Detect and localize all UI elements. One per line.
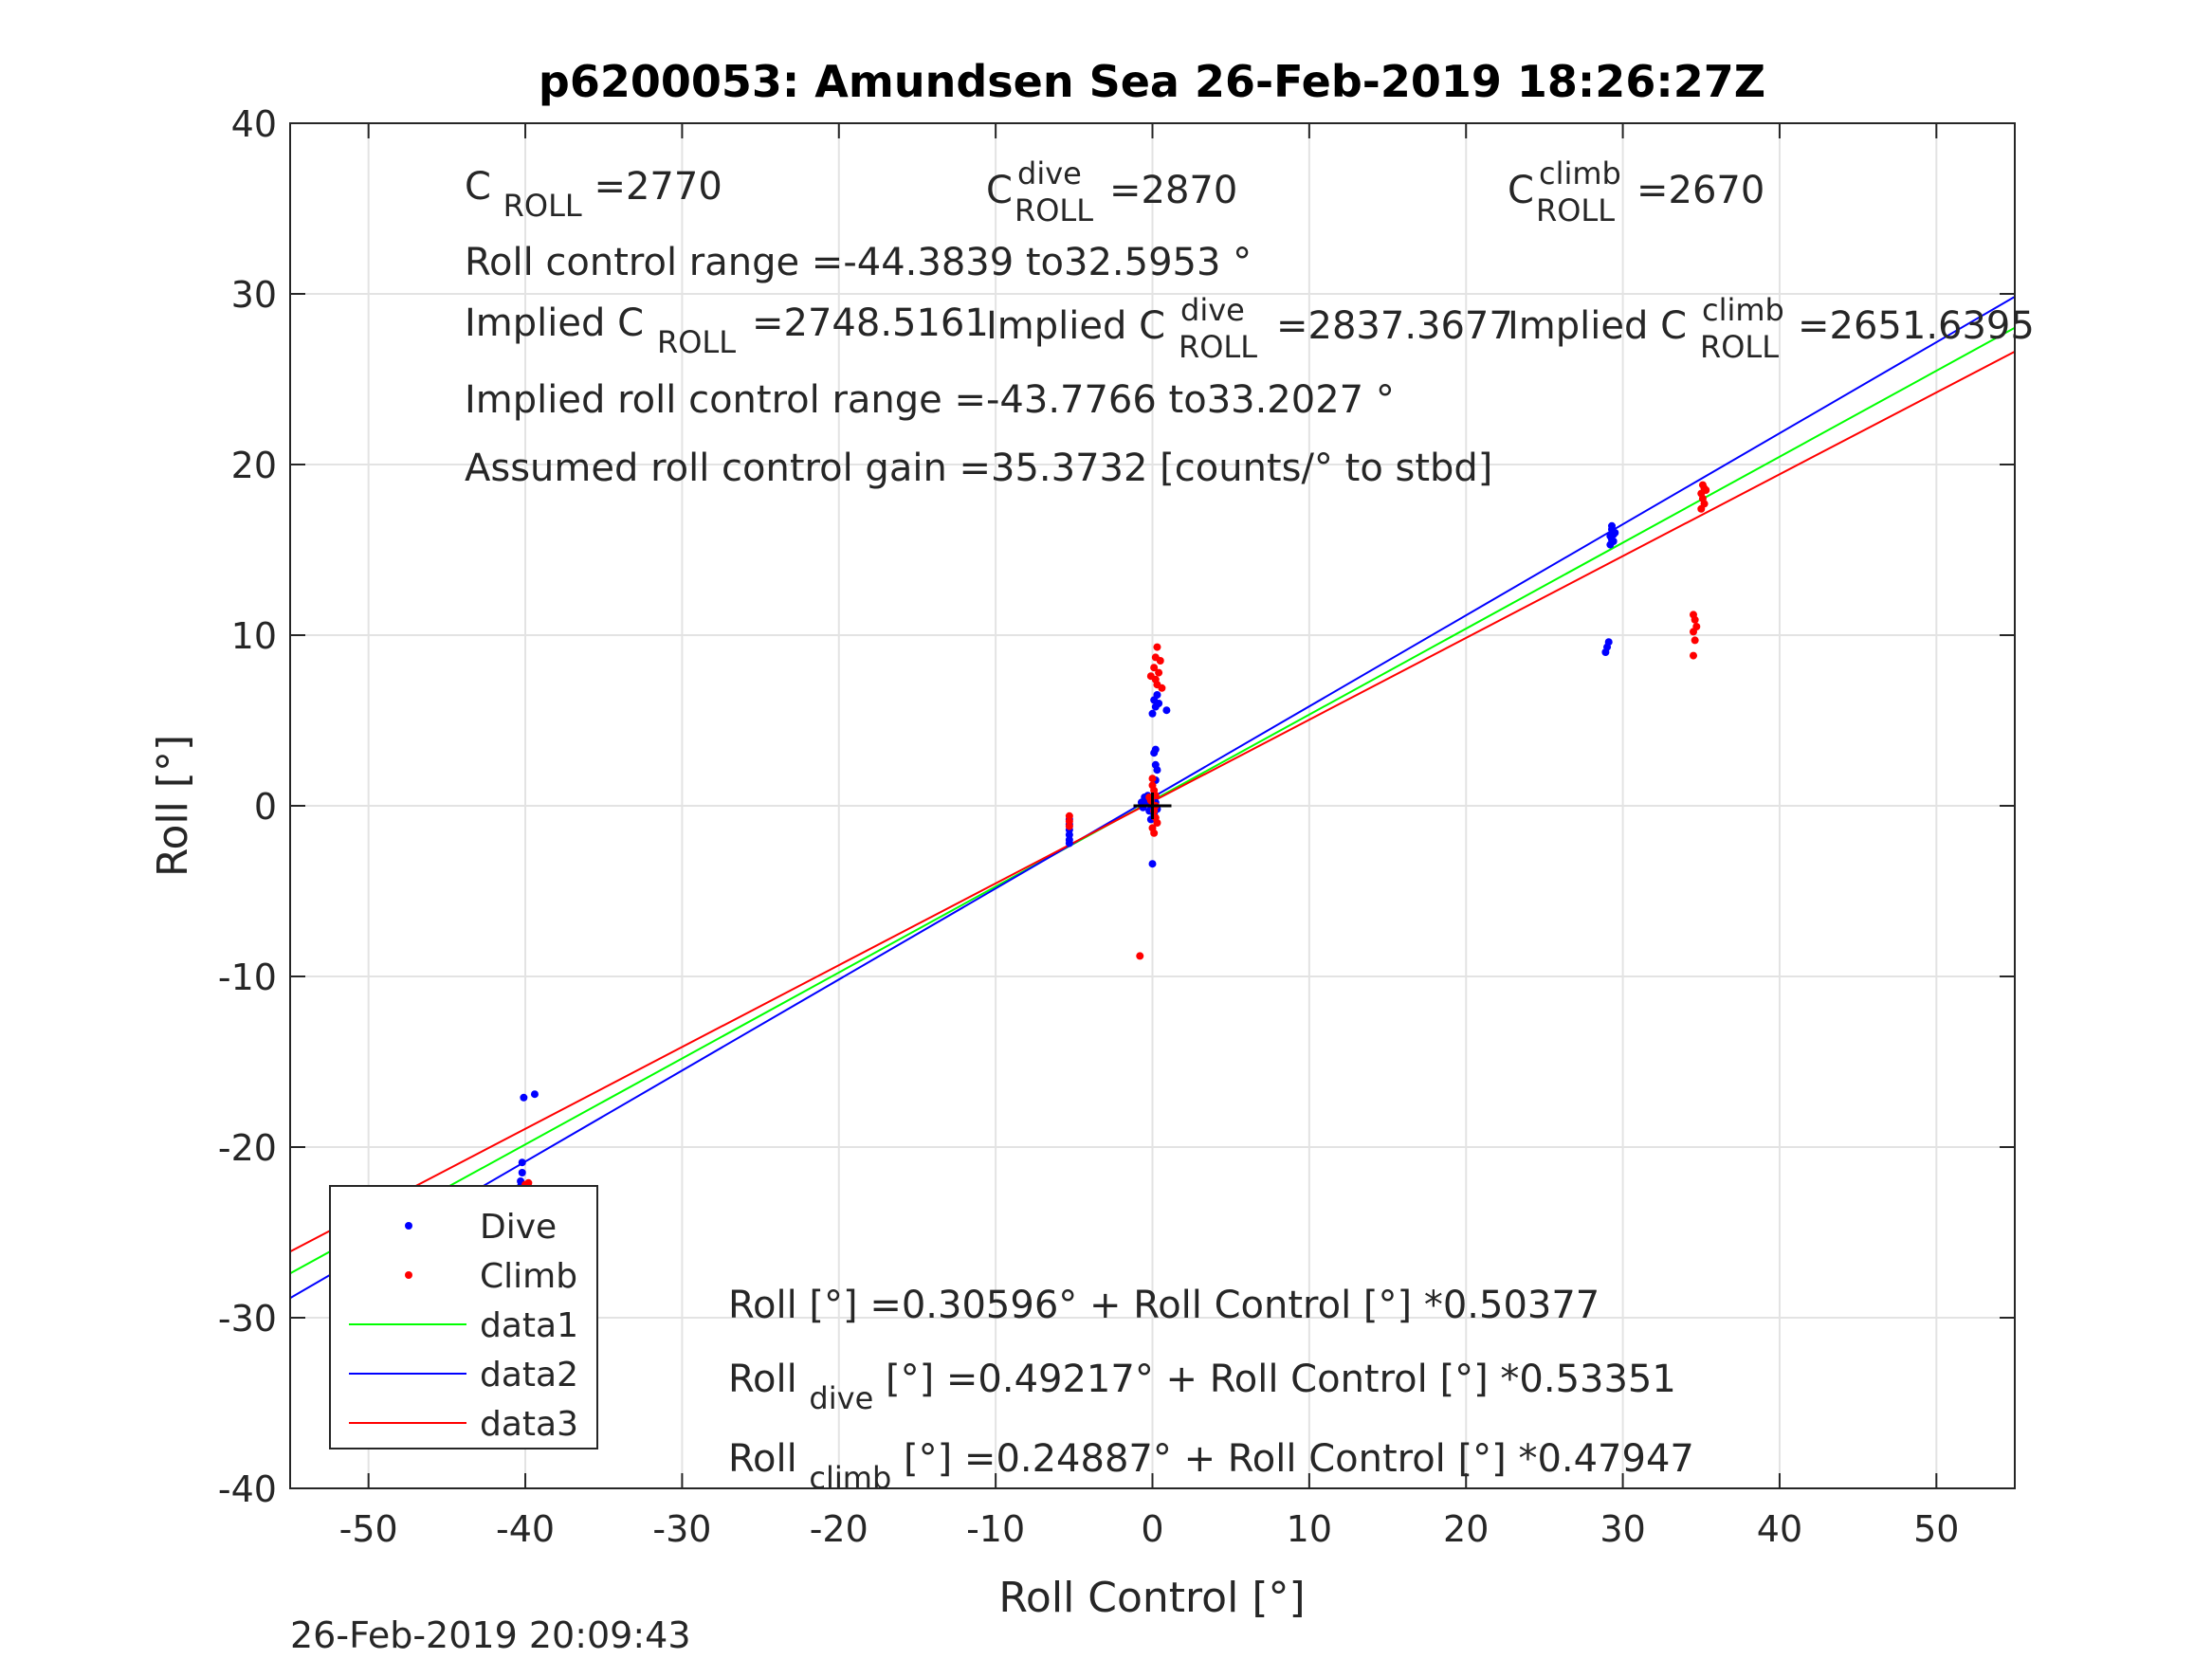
axis-ticks (290, 122, 2015, 1489)
c-roll-annotation: C ROLL =2770 (465, 165, 722, 226)
dive-point (1604, 638, 1613, 647)
x-tick-label: -10 (966, 1508, 1025, 1550)
climb-point (1691, 636, 1699, 645)
x-tick-label: -50 (339, 1508, 398, 1550)
fit-climb-equation: Roll climb [°] =0.24887° + Roll Control … (728, 1437, 1694, 1498)
annotations: C ROLL =2770 C dive ROLL =2870 C climb R… (465, 150, 2035, 1498)
climb-point (1148, 775, 1157, 783)
legend-marker-dive (405, 1222, 412, 1230)
climb-point (1150, 664, 1159, 672)
implied-c-roll-climb: Implied C climb ROLL =2651.6395 (1508, 286, 2035, 367)
legend-label: Climb (480, 1257, 577, 1296)
y-tick-label: 40 (231, 103, 277, 145)
legend-label: Dive (480, 1208, 557, 1247)
climb-point (1158, 684, 1166, 692)
y-tick-label: 0 (254, 786, 277, 828)
x-tick-label: -30 (652, 1508, 711, 1550)
fit-all-equation: Roll [°] =0.30596° + Roll Control [°] *0… (728, 1284, 1600, 1327)
dive-point (1148, 860, 1157, 868)
legend-label: data2 (480, 1356, 578, 1395)
y-tick-label: 30 (231, 274, 277, 316)
climb-point (1146, 672, 1155, 681)
legend-label: data1 (480, 1306, 578, 1345)
y-tick-label: 10 (231, 615, 277, 657)
dive-point (1148, 709, 1157, 718)
climb-point (1153, 643, 1161, 651)
legend-label: data3 (480, 1405, 578, 1444)
implied-roll-control-range: Implied roll control range =-43.7766 to3… (465, 378, 1395, 422)
climb-point (1690, 651, 1698, 660)
climb-point (1065, 822, 1073, 830)
x-tick-label: 50 (1913, 1508, 1959, 1550)
dive-point (518, 1158, 526, 1167)
implied-c-roll: Implied C ROLL =2748.5161 (465, 301, 989, 362)
climb-point (1155, 668, 1163, 677)
y-tick-label: -20 (218, 1127, 277, 1169)
legend-box (329, 1185, 598, 1449)
climb-point (1136, 952, 1144, 960)
x-axis-label: Roll Control [°] (998, 1574, 1305, 1622)
dive-point (1608, 521, 1617, 530)
dive-point (1153, 691, 1161, 699)
tick-labels: -50 -40 -30 -20 -10 0 10 20 30 40 50 -40 -30 -20 -10 0 1… (218, 103, 1960, 1550)
timestamp: 26-Feb-2019 20:09:43 (290, 1614, 691, 1656)
x-tick-label: 0 (1141, 1508, 1163, 1550)
fit-dive-equation: Roll dive [°] =0.49217° + Roll Control [… (728, 1358, 1676, 1418)
dive-point (1065, 839, 1073, 848)
x-tick-label: 20 (1443, 1508, 1489, 1550)
legend-marker-climb (405, 1271, 412, 1279)
dive-point (520, 1093, 528, 1102)
climb-point (1150, 829, 1159, 837)
y-axis-label: Roll [°] (149, 735, 197, 877)
x-tick-label: -20 (810, 1508, 868, 1550)
legend-items: Dive Climb data1 data2 data3 (349, 1208, 578, 1444)
y-tick-label: -30 (218, 1298, 277, 1340)
chart-title: p6200053: Amundsen Sea 26-Feb-2019 18:26… (539, 56, 1765, 107)
dive-point (518, 1169, 526, 1176)
c-roll-climb-annotation: C climb ROLL =2670 (1508, 150, 1764, 230)
y-tick-label: -40 (218, 1468, 277, 1510)
x-tick-label: 10 (1287, 1508, 1332, 1550)
dive-point (1162, 706, 1171, 715)
origin-marker (1133, 793, 1172, 819)
climb-point (1690, 611, 1698, 619)
y-tick-label: -10 (218, 957, 277, 998)
climb-point (1702, 486, 1710, 494)
dive-point (1155, 700, 1163, 707)
x-tick-label: 30 (1600, 1508, 1645, 1550)
climb-point (1156, 657, 1164, 665)
dive-point (530, 1090, 539, 1099)
roll-control-gain: Assumed roll control gain =35.3732 [coun… (465, 447, 1492, 490)
implied-c-roll-dive: Implied C dive ROLL =2837.3677 (986, 286, 1513, 367)
y-tick-label: 20 (231, 445, 277, 486)
dive-point (1609, 538, 1618, 545)
climb-point (1153, 819, 1161, 827)
climb-point (524, 1178, 533, 1187)
dive-point (1150, 749, 1159, 757)
dive-point (1153, 766, 1161, 775)
x-tick-label: -40 (496, 1508, 555, 1550)
legend: Dive Climb data1 data2 data3 (329, 1185, 598, 1449)
roll-control-range: Roll control range =-44.3839 to32.5953 ° (465, 241, 1252, 284)
c-roll-dive-annotation: C dive ROLL =2870 (986, 150, 1237, 230)
climb-point (1692, 623, 1701, 630)
x-tick-label: 40 (1757, 1508, 1802, 1550)
